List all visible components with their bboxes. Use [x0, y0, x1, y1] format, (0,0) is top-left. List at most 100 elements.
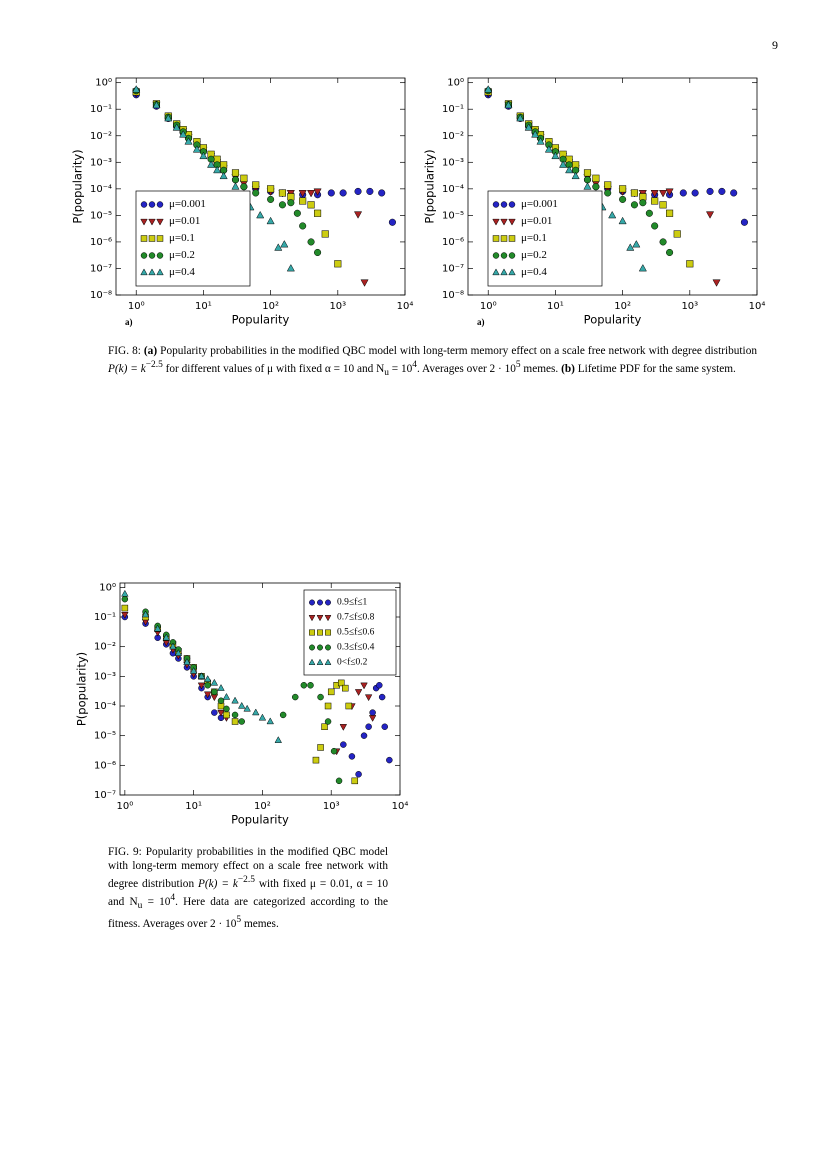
y-tick-label: 10⁻¹ — [90, 104, 112, 115]
marker — [140, 235, 148, 242]
caption: FIG. 9: Popularity probabilities in the … — [108, 845, 388, 931]
marker — [360, 279, 369, 287]
plot-frame — [115, 77, 406, 296]
marker — [651, 197, 659, 205]
marker — [204, 682, 211, 689]
x-tick-label: 10⁰ — [128, 301, 145, 312]
marker — [121, 595, 129, 603]
marker — [630, 201, 638, 209]
plot-frame — [467, 77, 758, 296]
marker — [325, 629, 331, 636]
marker — [141, 610, 150, 618]
marker — [321, 723, 328, 730]
marker — [686, 260, 694, 268]
marker — [651, 222, 659, 230]
caption-text: = 10 — [388, 362, 413, 375]
marker — [355, 771, 362, 778]
x-tick-label: 10⁴ — [749, 301, 766, 312]
marker — [169, 642, 177, 650]
marker — [324, 658, 332, 665]
caption-text: (a) — [143, 345, 158, 357]
x-tick-label: 10¹ — [547, 301, 564, 312]
marker — [484, 85, 493, 93]
marker — [217, 684, 225, 691]
marker — [287, 193, 295, 201]
caption-math: −2.5 — [145, 360, 163, 370]
marker — [237, 701, 246, 709]
y-tick-label: 10⁻⁴ — [94, 701, 116, 712]
marker — [565, 165, 574, 174]
marker — [508, 218, 516, 226]
marker — [327, 189, 335, 197]
marker — [354, 689, 363, 696]
marker — [381, 723, 388, 730]
x-tick-label: 10⁰ — [480, 301, 497, 312]
marker — [388, 218, 396, 226]
marker — [630, 189, 638, 197]
legend-label: μ=0.1 — [169, 232, 195, 244]
marker — [140, 252, 148, 259]
marker — [592, 174, 600, 182]
page-number: 9 — [772, 38, 778, 52]
caption-math: −2.5 — [237, 875, 255, 885]
marker — [386, 756, 393, 764]
marker — [203, 675, 212, 682]
y-tick-label: 10⁻² — [94, 642, 116, 653]
x-tick-label: 10³ — [323, 801, 340, 812]
marker — [189, 666, 198, 674]
marker — [339, 724, 348, 731]
y-tick-label: 10⁻³ — [94, 671, 116, 682]
y-axis-label: P(popularity) — [75, 652, 89, 726]
marker — [327, 688, 335, 696]
marker — [183, 658, 191, 665]
x-tick-label: 10¹ — [195, 301, 212, 312]
caption-text: for different values of μ with fixed α =… — [162, 362, 385, 375]
marker — [156, 252, 164, 259]
marker — [140, 218, 148, 226]
marker — [314, 248, 322, 257]
caption-math: P(k) = k — [197, 877, 238, 890]
caption-text: with fixed μ = 0.01, α = 10 and N — [108, 877, 388, 908]
x-tick-label: 10³ — [681, 301, 698, 312]
marker — [252, 189, 260, 197]
caption-text: . Averages over 2 · 10 — [416, 362, 516, 375]
legend-label: μ=0.2 — [521, 249, 547, 261]
marker — [571, 171, 580, 180]
caption-text: Popularity probabilities in the modified… — [157, 345, 757, 357]
marker — [231, 711, 239, 719]
legend-label: 0.7≤f≤0.8 — [337, 612, 375, 623]
marker — [231, 182, 240, 190]
marker — [256, 210, 265, 219]
legend-label: μ=0.001 — [521, 198, 558, 210]
marker — [536, 137, 545, 145]
marker — [339, 189, 347, 197]
marker — [293, 209, 301, 217]
marker — [650, 190, 659, 198]
marker — [317, 693, 324, 701]
y-tick-label: 10⁻⁷ — [442, 263, 464, 274]
marker — [354, 187, 362, 195]
marker — [184, 137, 193, 145]
marker — [706, 187, 714, 195]
marker — [203, 691, 212, 699]
marker — [258, 713, 267, 721]
caption-math: 5 — [515, 360, 521, 370]
marker — [376, 682, 383, 689]
x-tick-label: 10⁰ — [116, 801, 133, 812]
y-tick-label: 10⁻¹ — [442, 104, 464, 115]
marker — [238, 718, 245, 725]
marker — [508, 252, 516, 259]
plot-frame — [119, 582, 401, 796]
marker — [679, 189, 687, 197]
marker — [316, 615, 324, 622]
y-tick-label: 10⁻⁶ — [90, 237, 112, 248]
marker — [307, 238, 315, 246]
marker — [604, 189, 612, 197]
marker — [140, 268, 148, 276]
y-tick-label: 10⁻² — [90, 131, 112, 142]
marker — [712, 279, 721, 287]
marker — [618, 216, 627, 225]
marker — [364, 694, 373, 702]
marker — [280, 240, 289, 248]
marker — [156, 235, 164, 242]
